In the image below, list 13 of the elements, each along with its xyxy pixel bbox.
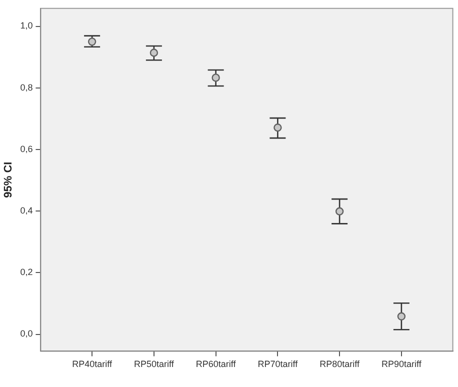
x-tick-label: RP90tariff <box>382 359 422 370</box>
y-axis-title: 95% CI <box>2 162 15 198</box>
x-tick-label: RP50tariff <box>134 359 174 370</box>
x-tick-label: RP80tariff <box>320 359 360 370</box>
x-tick-label: RP60tariff <box>196 359 236 370</box>
y-tick-label: 0,0 <box>20 328 33 339</box>
x-tick-label: RP70tariff <box>258 359 298 370</box>
x-tick-label: RP40tariff <box>72 359 112 370</box>
y-tick-label: 0,6 <box>20 144 33 154</box>
y-tick-label: 1,0 <box>20 20 33 31</box>
y-tick-label: 0,4 <box>20 206 33 216</box>
y-tick-label: 0,8 <box>20 82 33 92</box>
y-tick-label: 0,2 <box>20 267 33 278</box>
